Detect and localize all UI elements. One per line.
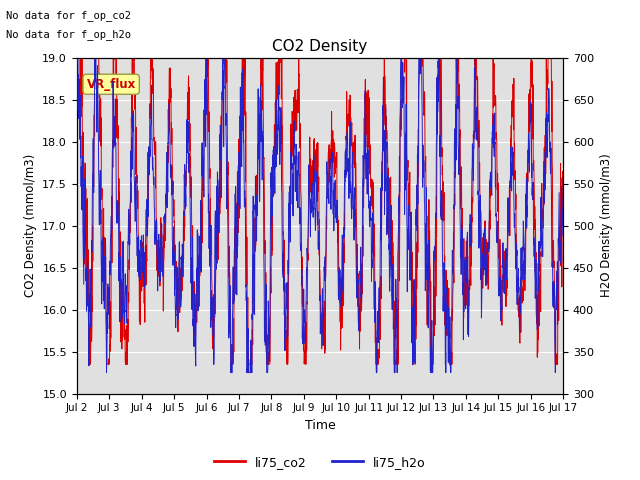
- Text: No data for f_op_h2o: No data for f_op_h2o: [6, 29, 131, 40]
- Text: No data for f_op_co2: No data for f_op_co2: [6, 10, 131, 21]
- X-axis label: Time: Time: [305, 419, 335, 432]
- Y-axis label: CO2 Density (mmol/m3): CO2 Density (mmol/m3): [24, 154, 36, 297]
- Text: VR_flux: VR_flux: [86, 78, 136, 91]
- Title: CO2 Density: CO2 Density: [273, 39, 367, 54]
- Y-axis label: H2O Density (mmol/m3): H2O Density (mmol/m3): [600, 154, 612, 298]
- Legend: li75_co2, li75_h2o: li75_co2, li75_h2o: [209, 451, 431, 474]
